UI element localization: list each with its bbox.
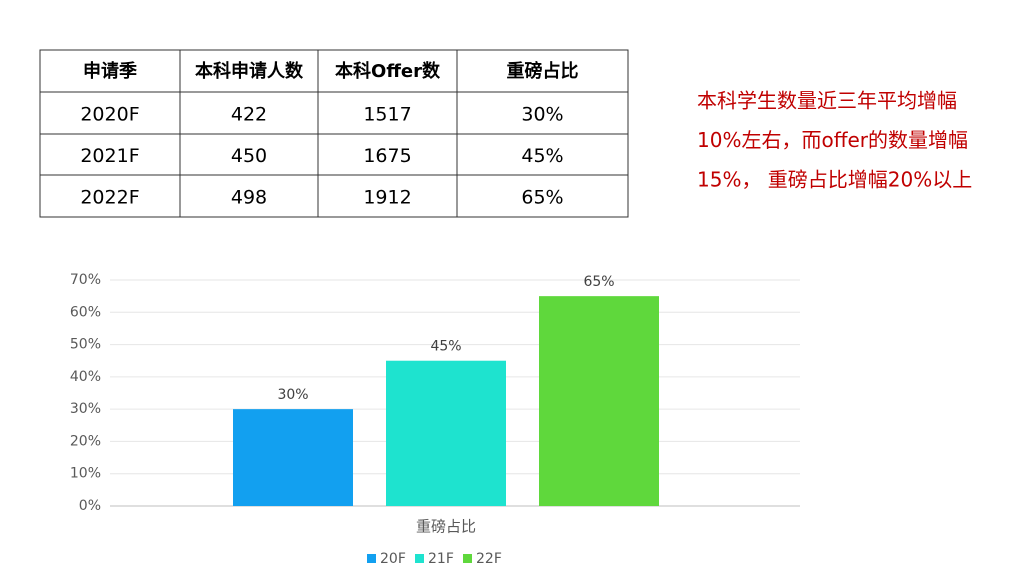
note-line: 10%左右，而offer的数量增幅 [697,128,968,152]
bar [386,360,506,506]
table-cell: 45% [521,145,563,167]
legend-swatch [415,554,424,563]
legend-swatch [367,554,376,563]
table-cell: 450 [231,145,267,167]
y-tick-label: 70% [70,272,101,288]
legend-swatch [463,554,472,563]
table-header: 重磅占比 [507,60,579,82]
legend-label: 22F [476,551,502,567]
y-tick-label: 30% [70,401,101,417]
legend-label: 21F [428,551,454,567]
data-label: 65% [583,274,614,290]
table-header: 本科申请人数 [195,60,304,82]
table-cell: 30% [521,104,563,126]
table-cell: 498 [231,187,267,209]
table-cell: 2021F [80,145,139,167]
y-tick-label: 0% [79,498,101,514]
y-tick-label: 40% [70,369,101,385]
y-tick-label: 50% [70,337,101,353]
table-cell: 422 [231,104,267,126]
table-header: 本科Offer数 [335,60,441,82]
table-cell: 1675 [363,145,411,167]
table-header: 申请季 [83,60,137,82]
data-label: 45% [430,339,461,355]
note-line: 15%， 重磅占比增幅20%以上 [697,168,972,192]
table-cell: 2020F [80,104,139,126]
y-tick-label: 60% [70,304,101,320]
table-cell: 1517 [363,104,411,126]
data-label: 30% [277,387,308,403]
y-tick-label: 20% [70,433,101,449]
table-cell: 1912 [363,187,411,209]
x-tick-label: 重磅占比 [416,518,476,536]
note-line: 本科学生数量近三年平均增幅 [697,89,957,113]
bar [539,296,659,506]
y-tick-label: 10% [70,466,101,482]
bar [233,409,353,506]
table-cell: 65% [521,187,563,209]
legend-label: 20F [380,551,406,567]
table-cell: 2022F [80,187,139,209]
